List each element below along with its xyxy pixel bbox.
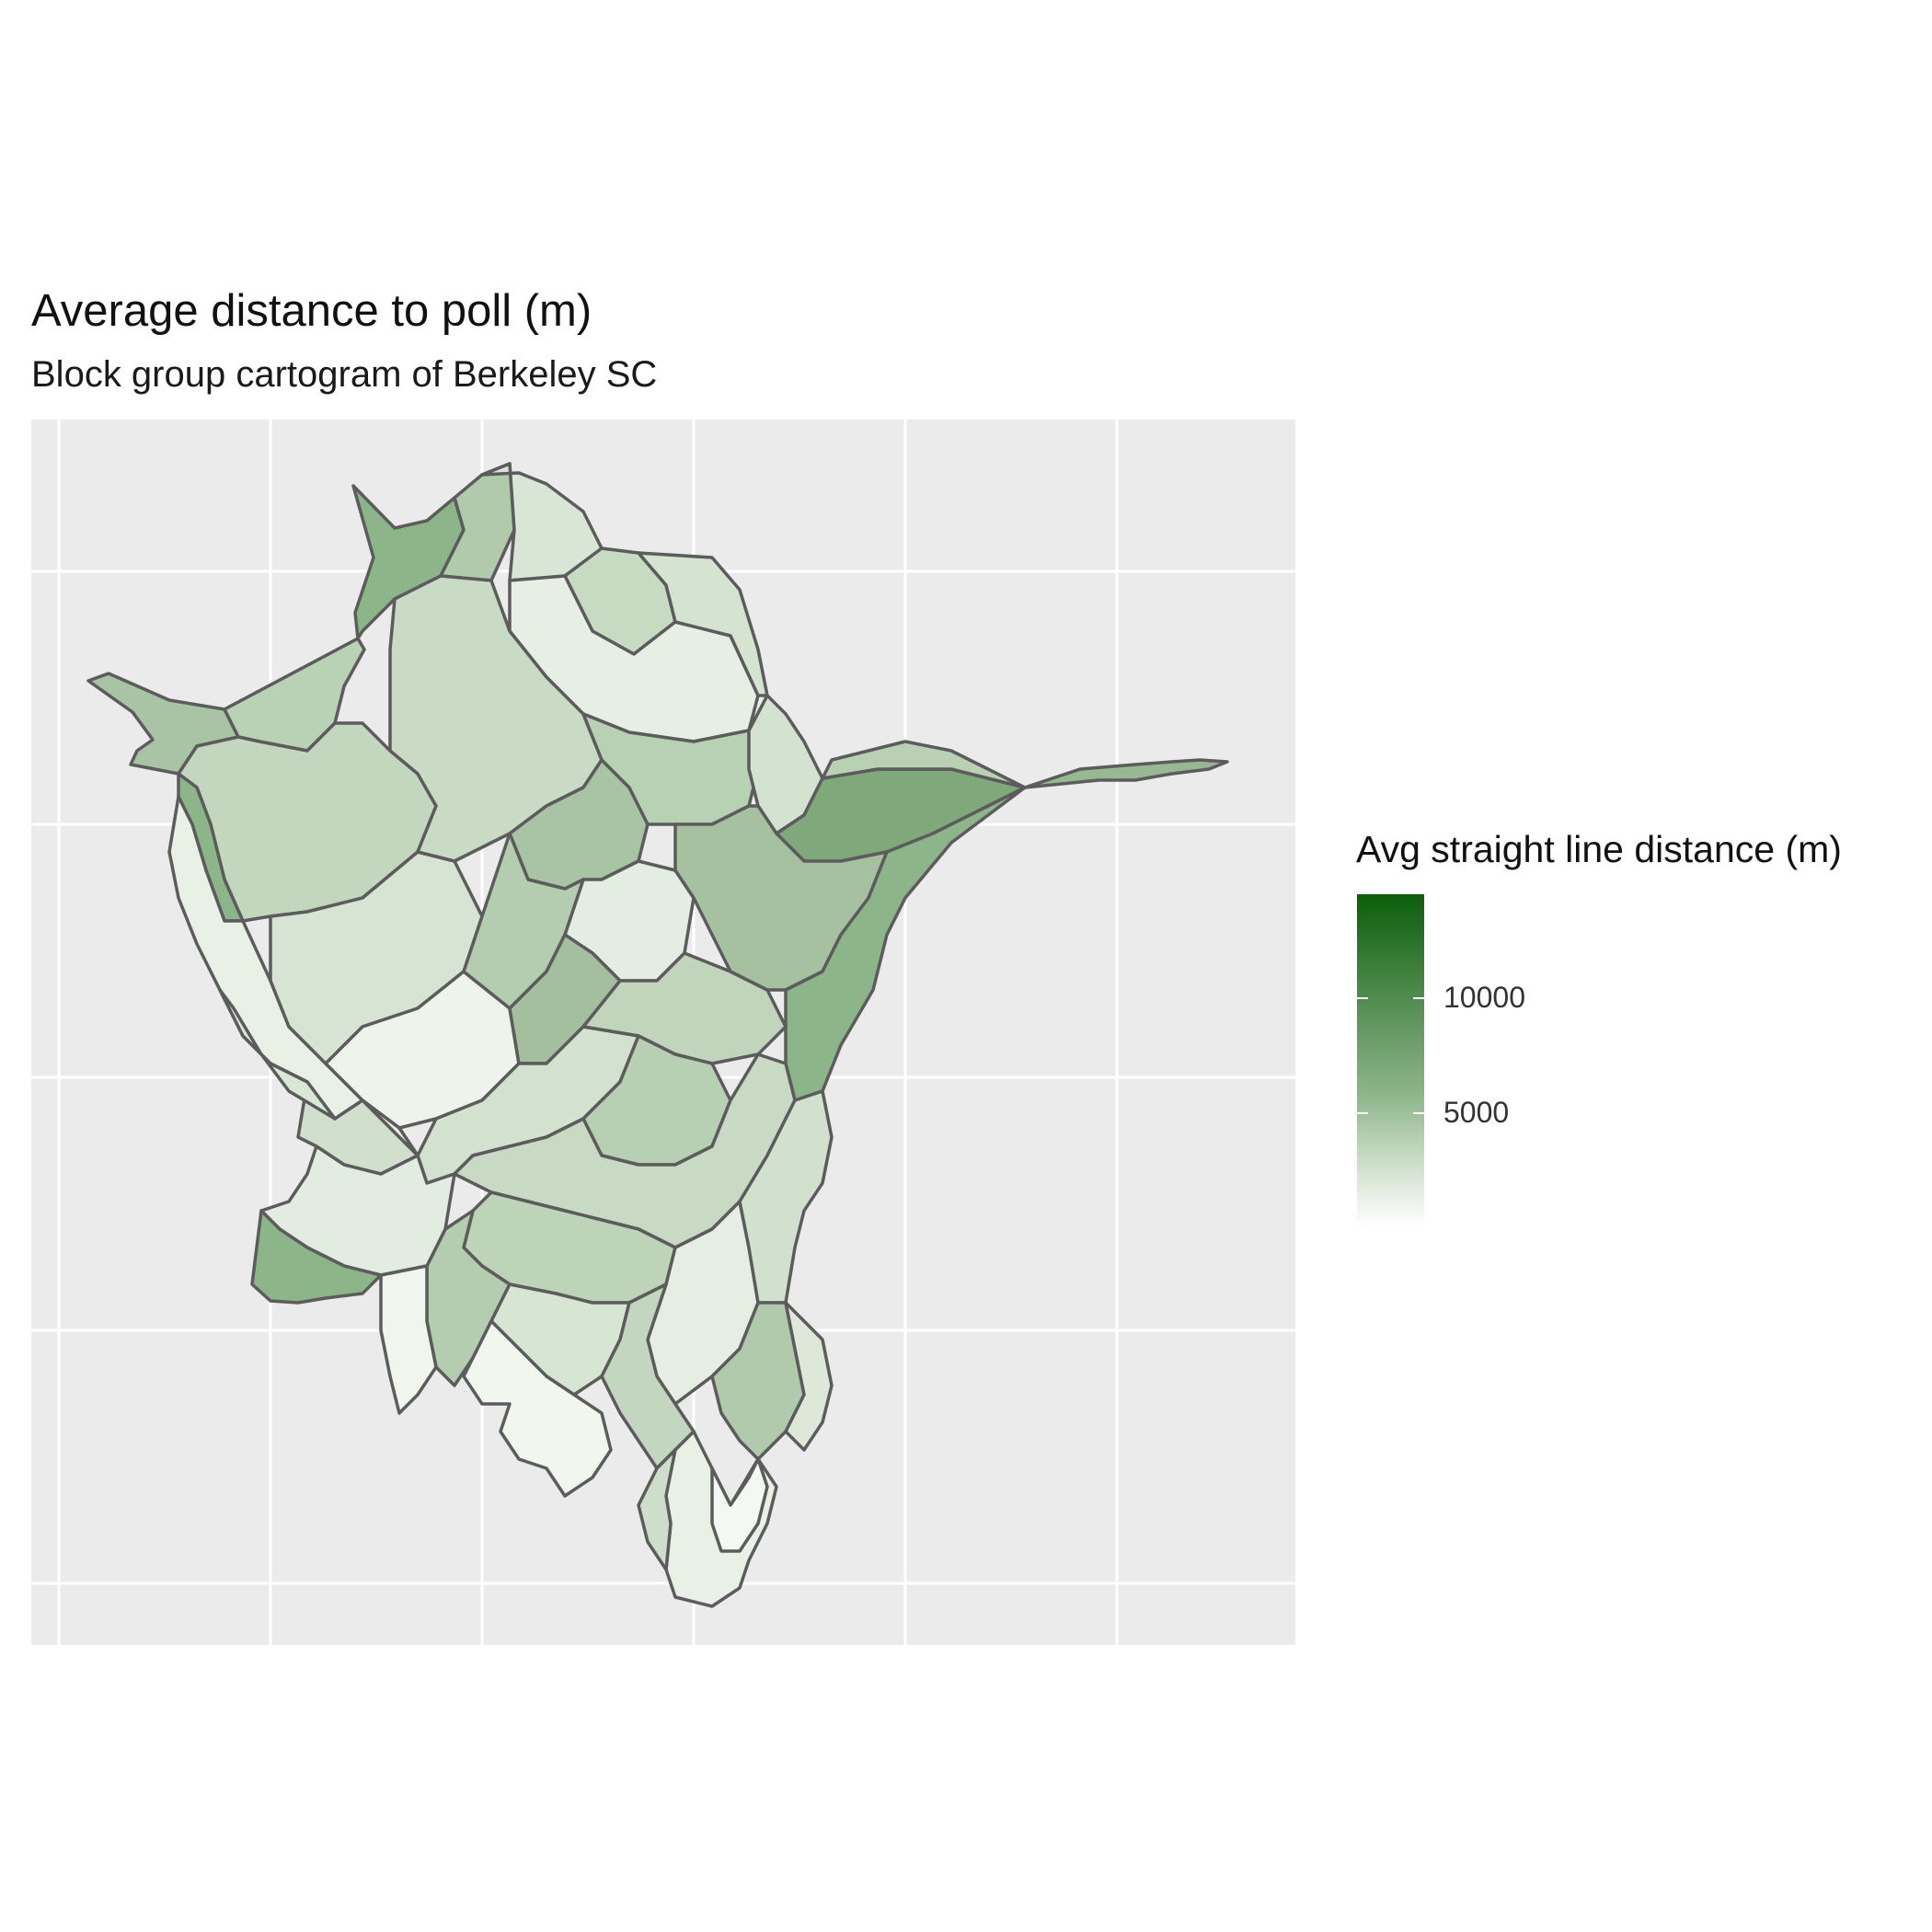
region	[637, 551, 769, 697]
legend-tick-10000-right	[1413, 997, 1424, 999]
map-panel	[31, 420, 1295, 1645]
chart-subtitle: Block group cartogram of Berkeley SC	[31, 354, 658, 395]
legend-tick-5000-right	[1413, 1112, 1424, 1114]
legend-tick-5000-left	[1357, 1112, 1368, 1114]
legend-colorbar	[1357, 894, 1424, 1227]
region	[710, 1457, 769, 1553]
region	[637, 1448, 677, 1571]
region	[250, 1209, 383, 1305]
legend-tick-10000-left	[1357, 997, 1368, 999]
chart-title: Average distance to poll (m)	[31, 286, 592, 336]
region	[821, 740, 1027, 789]
map-svg	[31, 420, 1295, 1645]
region	[784, 1301, 834, 1452]
region	[738, 1089, 834, 1305]
legend-label-10000: 10000	[1443, 981, 1525, 1014]
region	[462, 1319, 613, 1498]
region	[388, 574, 604, 863]
region	[462, 832, 585, 1010]
legend-title: Avg straight line distance (m)	[1356, 828, 1842, 870]
legend-label-5000: 5000	[1443, 1096, 1510, 1129]
region	[1023, 758, 1229, 789]
region	[379, 1264, 438, 1415]
region	[218, 988, 337, 1121]
cartogram-regions	[86, 462, 1229, 1608]
